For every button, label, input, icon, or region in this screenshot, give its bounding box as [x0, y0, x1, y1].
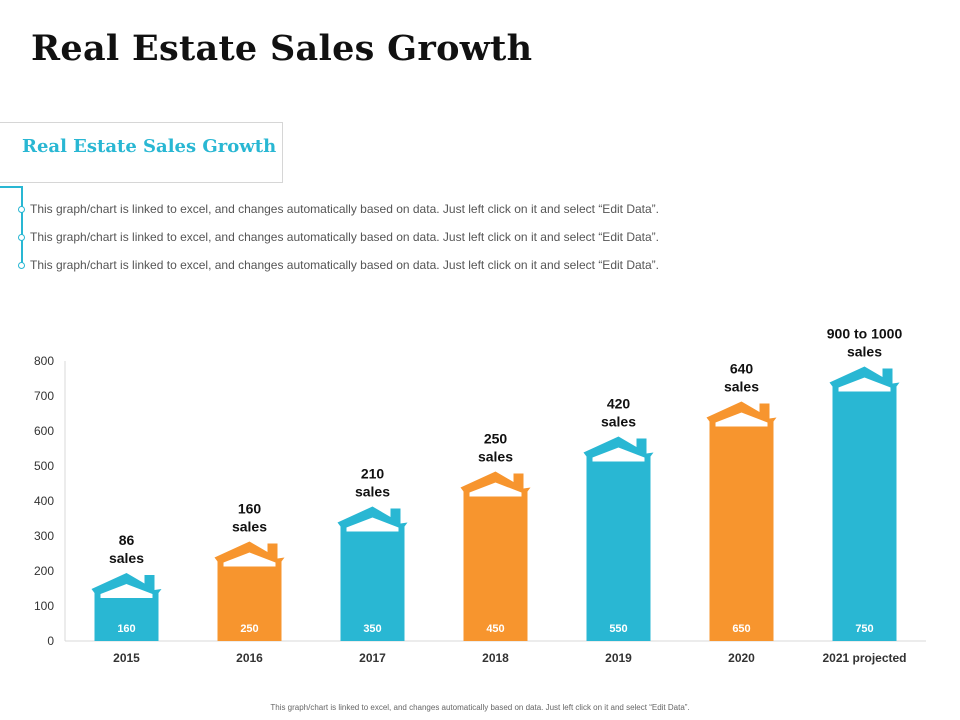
bar-sales-label: sales: [232, 519, 267, 535]
house-roof-icon: [223, 552, 276, 567]
bar: [829, 366, 900, 641]
y-tick-label: 600: [34, 424, 54, 438]
y-tick-label: 0: [47, 634, 54, 648]
bar: [460, 471, 531, 641]
bullet-row-1: This graph/chart is linked to excel, and…: [18, 201, 659, 217]
bar: [91, 573, 162, 641]
bar-sales-label: sales: [109, 550, 144, 566]
bar-sales-label: sales: [601, 414, 636, 430]
house-roof-icon: [346, 517, 399, 532]
bar-sales-label: sales: [847, 344, 882, 360]
connector-line-vertical: [21, 186, 23, 263]
house-roof-icon: [100, 584, 153, 598]
bar-value-label: 550: [609, 623, 627, 635]
bar-sales-label: 900 to 1000: [827, 326, 903, 342]
connector-line-horizontal: [0, 186, 22, 188]
y-tick-label: 800: [34, 354, 54, 368]
bar-sales-label: 160: [238, 501, 262, 517]
bar-value-label: 650: [732, 623, 750, 635]
bar-value-label: 750: [855, 623, 873, 635]
y-tick-label: 300: [34, 529, 54, 543]
bullet-dot-icon: [18, 205, 25, 213]
house-roof-icon: [715, 412, 768, 427]
bar-value-label: 350: [363, 623, 381, 635]
bar-value-label: 250: [240, 623, 258, 635]
subtitle-text: Real Estate Sales Growth: [22, 136, 277, 157]
bar-sales-label: 250: [484, 431, 508, 447]
page-title: Real Estate Sales Growth: [31, 28, 533, 69]
x-category-label: 2017: [359, 651, 386, 665]
subtitle-box: Real Estate Sales Growth: [0, 122, 283, 183]
y-tick-label: 700: [34, 389, 54, 403]
x-category-label: 2016: [236, 651, 263, 665]
bullet-dot-icon: [18, 233, 25, 241]
bar-sales-label: sales: [478, 449, 513, 465]
bullet-text: This graph/chart is linked to excel, and…: [30, 258, 659, 272]
bar-value-label: 160: [117, 623, 135, 635]
bar: [337, 506, 408, 641]
bullet-dot-icon: [18, 261, 25, 269]
bar-chart: 0 100 200 300 400 500 600 700 800 160 86 sales 2015 2…: [34, 326, 926, 665]
bullet-row-3: This graph/chart is linked to excel, and…: [18, 257, 659, 273]
x-category-label: 2021 projected: [822, 651, 906, 665]
bar-sales-label: sales: [355, 484, 390, 500]
x-category-label: 2020: [728, 651, 755, 665]
bullet-text: This graph/chart is linked to excel, and…: [30, 202, 659, 216]
bar-sales-label: 420: [607, 396, 631, 412]
bullet-row-2: This graph/chart is linked to excel, and…: [18, 229, 659, 245]
house-roof-icon: [469, 482, 522, 497]
bar-sales-label: 86: [119, 532, 135, 548]
bar: [706, 401, 777, 641]
y-tick-label: 200: [34, 564, 54, 578]
y-tick-label: 100: [34, 599, 54, 613]
bar: [583, 436, 654, 641]
footer-note: This graph/chart is linked to excel, and…: [270, 703, 690, 712]
bar-sales-label: 640: [730, 361, 754, 377]
bar-sales-label: sales: [724, 379, 759, 395]
y-tick-label: 400: [34, 494, 54, 508]
bar-value-label: 450: [486, 623, 504, 635]
y-tick-label: 500: [34, 459, 54, 473]
x-category-label: 2018: [482, 651, 509, 665]
x-category-label: 2015: [113, 651, 140, 665]
bar-sales-label: 210: [361, 466, 385, 482]
house-roof-icon: [592, 447, 645, 462]
x-category-label: 2019: [605, 651, 632, 665]
house-roof-icon: [838, 377, 891, 392]
bullet-text: This graph/chart is linked to excel, and…: [30, 230, 659, 244]
